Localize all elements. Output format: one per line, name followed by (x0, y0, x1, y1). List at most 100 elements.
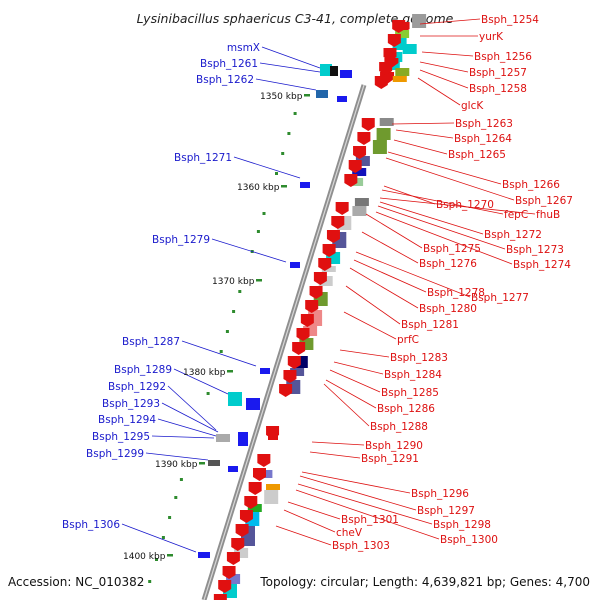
gene-arrow (374, 76, 388, 89)
right-gene-label: Bsph_1291 (361, 453, 419, 465)
right-gene-label: Bsph_1274 (513, 259, 571, 271)
gene-arrow (253, 468, 267, 481)
right-gene-label: yurK (479, 31, 504, 43)
left-gene-label: Bsph_1287 (122, 336, 180, 348)
right-gene-label: prfC (397, 334, 419, 346)
gene-block-left (228, 392, 242, 406)
right-gene-label: Bsph_1254 (481, 14, 539, 26)
gene-block-left (198, 552, 210, 558)
gene-arrow (344, 174, 358, 187)
right-gene-label: Bsph_1273 (506, 244, 564, 256)
kbp-scale: 1350 kbp 1360 kbp 1370 kbp 1380 kbp 1390 kbp… (123, 92, 310, 562)
right-gene-label: Bsph_1264 (454, 133, 512, 145)
left-gene-labels: msmX Bsph_1261 Bsph_1262 Bsph_1271 Bsph_1279… (62, 42, 260, 531)
right-gene-label: Bsph_1283 (390, 352, 448, 364)
gene-arrow (222, 566, 236, 579)
right-gene-label: Bsph_1300 (440, 534, 498, 546)
gene-arrow (226, 552, 240, 565)
leader-line (365, 213, 423, 249)
leader-line (355, 251, 471, 298)
gene-block (290, 368, 305, 376)
leader-line (383, 185, 436, 205)
gene-block-left (246, 398, 260, 410)
tick-dot (179, 478, 183, 481)
right-gene-label: fhuB (536, 209, 560, 221)
right-gene-label: Bsph_1256 (474, 51, 532, 63)
right-gene-labels: Bsph_1254 yurK Bsph_1256 Bsph_1257 Bsph_1258… (332, 14, 573, 552)
leader-line (299, 475, 417, 511)
gene-block (321, 266, 336, 272)
leader-line (349, 267, 419, 309)
right-gene-label: Bsph_1303 (332, 540, 390, 552)
gene-block (395, 30, 410, 38)
gene-arrow (213, 594, 227, 600)
kbp-tick (281, 185, 287, 188)
leader-line (211, 238, 287, 263)
leader-line (333, 361, 384, 375)
leader-line (329, 369, 381, 393)
tick-dot (155, 558, 158, 561)
kbp-tick (256, 279, 262, 282)
tick-dot (256, 230, 260, 233)
right-gene-label: Bsph_1281 (401, 319, 459, 331)
leader-line (361, 231, 419, 264)
gene-arrow (248, 482, 262, 495)
right-gene-label: Bsph_1267 (515, 195, 573, 207)
right-gene-label: Bsph_1277 (471, 292, 529, 304)
right-gene-label: glcK (461, 100, 484, 112)
right-gene-label: Bsph_1290 (365, 440, 423, 452)
right-gene-label: Bsph_1265 (448, 149, 506, 161)
gene-arrow (218, 580, 232, 593)
gene-block (392, 76, 407, 82)
gene-arrow (279, 384, 293, 397)
gene-arrow (283, 370, 297, 383)
right-gene-label: Bsph_1257 (469, 67, 527, 79)
leader-line (311, 441, 365, 446)
kbp-label: 1370 kbp (212, 277, 255, 287)
right-gene-label: Bsph_1284 (384, 369, 442, 381)
gene-arrow (357, 132, 371, 145)
map-title: Lysinibacillus sphaericus C3-41, complet… (137, 11, 454, 26)
leader-line (417, 77, 461, 106)
gene-arrow (313, 272, 327, 285)
gene-arrow (353, 146, 367, 159)
right-gene-label: cheV (336, 527, 363, 539)
leader-line (259, 62, 321, 73)
kbp-label: 1380 kbp (183, 368, 226, 378)
right-gene-label: Bsph_1263 (455, 118, 513, 130)
leader-line (419, 18, 481, 25)
leader-line (419, 61, 469, 73)
leader-line (377, 205, 506, 250)
gene-arrow (244, 496, 258, 509)
gene-arrow (309, 286, 323, 299)
tick-dot (225, 330, 229, 333)
right-gene-label: Bsph_1298 (433, 519, 491, 531)
gene-arrow (379, 62, 393, 75)
gene-block (303, 326, 318, 336)
tick-dot (281, 152, 285, 155)
right-gene-label: Bsph_1258 (469, 83, 527, 95)
leader-line (145, 452, 209, 461)
kbp-label: 1390 kbp (155, 460, 198, 470)
leader-line (343, 311, 397, 340)
gene-block-left (340, 70, 352, 78)
tick-dot (275, 172, 278, 175)
gene-arrow (318, 258, 332, 271)
tick-dot (206, 392, 210, 395)
gene-block (402, 44, 417, 54)
leader-line (379, 197, 536, 215)
gene-arrow (300, 314, 314, 327)
gene-arrow (335, 202, 349, 215)
gene-arrow (322, 244, 336, 257)
leader-line (323, 383, 370, 427)
leader-line (233, 156, 301, 179)
kbp-tick (167, 554, 173, 557)
leader-line (391, 122, 455, 125)
gene-block-left (268, 426, 278, 440)
gene-arrow (287, 356, 301, 369)
accession-text: Accession: NC_010382 (8, 575, 144, 589)
kbp-tick (199, 462, 205, 465)
gene-arrow (231, 538, 245, 551)
leader-line (421, 51, 474, 57)
